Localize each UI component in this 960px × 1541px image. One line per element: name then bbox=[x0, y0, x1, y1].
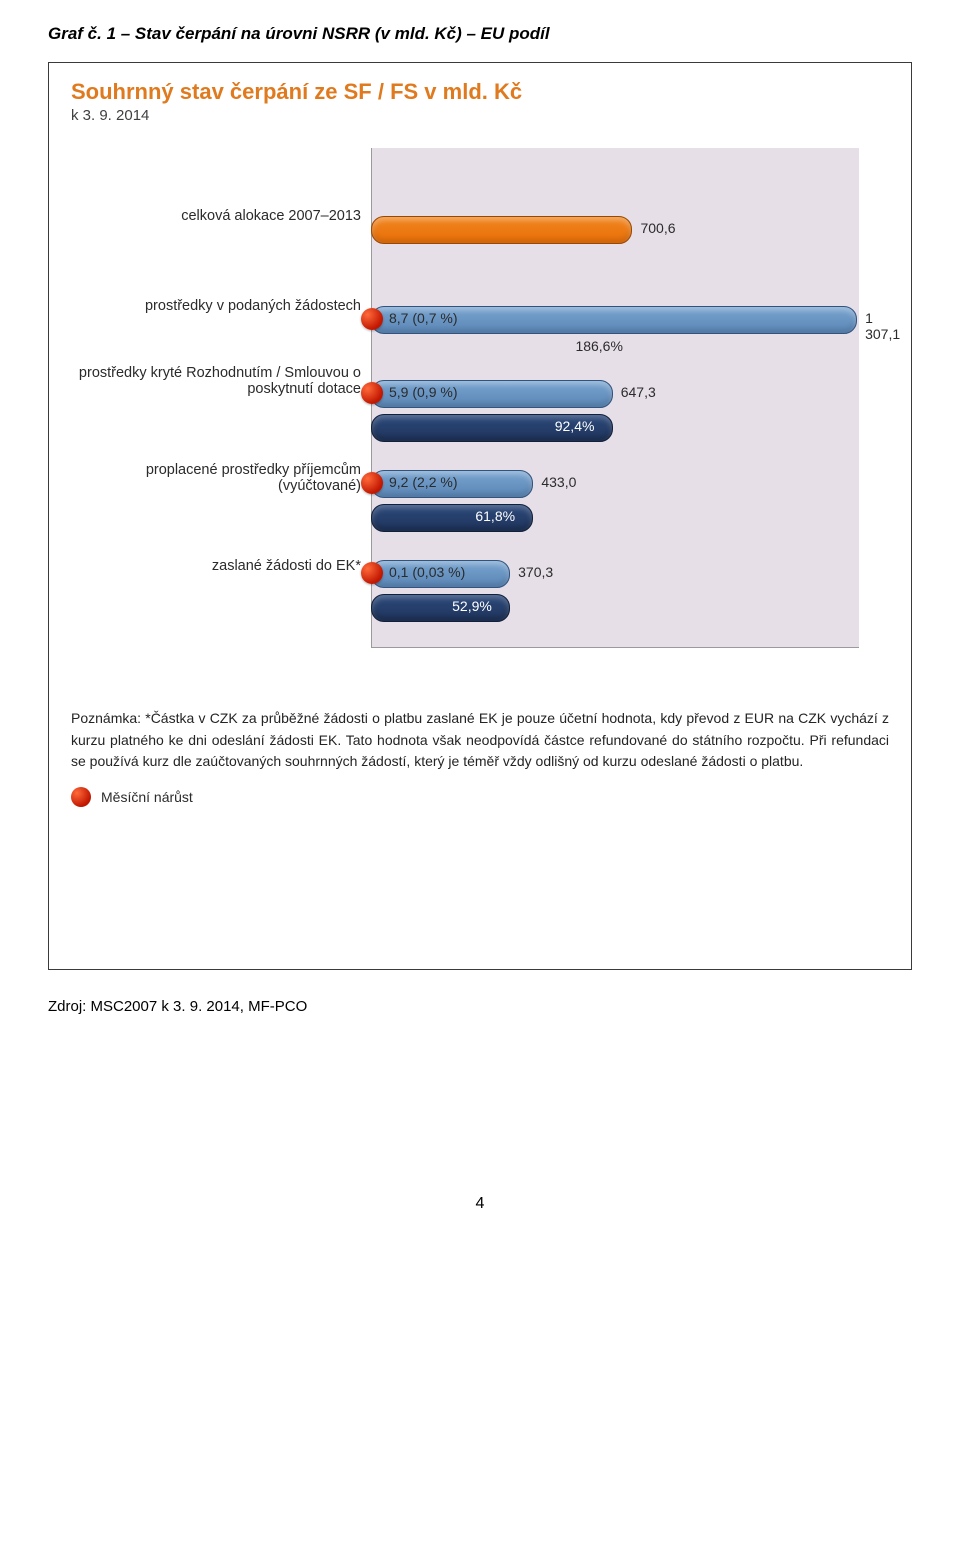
bar-value: 433,0 bbox=[541, 474, 576, 490]
source-line: Zdroj: MSC2007 k 3. 9. 2014, MF-PCO bbox=[48, 998, 912, 1015]
bar-value: 1 307,1 bbox=[865, 310, 900, 342]
percent-annotation: 186,6% bbox=[575, 338, 622, 354]
row-label: proplacené prostředky příjemcům (vyúčtov… bbox=[71, 462, 361, 494]
delta-dot-icon bbox=[361, 562, 383, 584]
chart-date: k 3. 9. 2014 bbox=[71, 107, 889, 124]
row-label: zaslané žádosti do EK* bbox=[71, 558, 361, 574]
allocation-bar bbox=[371, 216, 632, 244]
plot-area: 700,61 307,18,7 (0,7 %)186,6%647,35,9 (0… bbox=[371, 148, 859, 648]
footnote: Poznámka: *Částka v CZK za průběžné žádo… bbox=[71, 708, 889, 773]
chart-subtitle: Souhrnný stav čerpání ze SF / FS v mld. … bbox=[71, 79, 889, 105]
delta-dot-icon bbox=[361, 382, 383, 404]
delta-label: 5,9 (0,9 %) bbox=[389, 384, 457, 400]
chart-area: celková alokace 2007–2013 prostředky v po… bbox=[71, 148, 889, 648]
pct-label: 52,9% bbox=[452, 598, 492, 614]
row-label: prostředky kryté Rozhodnutím / Smlouvou … bbox=[71, 365, 361, 397]
bar-value: 370,3 bbox=[518, 564, 553, 580]
bar-value: 647,3 bbox=[621, 384, 656, 400]
delta-dot-icon bbox=[361, 308, 383, 330]
delta-label: 8,7 (0,7 %) bbox=[389, 310, 457, 326]
chart-title: Graf č. 1 – Stav čerpání na úrovni NSRR … bbox=[48, 24, 912, 44]
pct-label: 61,8% bbox=[475, 508, 515, 524]
legend-dot-icon bbox=[71, 787, 91, 807]
row-label: celková alokace 2007–2013 bbox=[71, 208, 361, 224]
bar-value: 700,6 bbox=[640, 220, 675, 236]
pct-label: 92,4% bbox=[555, 418, 595, 434]
page-number: 4 bbox=[48, 1195, 912, 1213]
delta-label: 0,1 (0,03 %) bbox=[389, 564, 465, 580]
chart-card: Souhrnný stav čerpání ze SF / FS v mld. … bbox=[48, 62, 912, 970]
delta-label: 9,2 (2,2 %) bbox=[389, 474, 457, 490]
legend-label: Měsíční nárůst bbox=[101, 789, 193, 805]
row-label: prostředky v podaných žádostech bbox=[71, 298, 361, 314]
delta-dot-icon bbox=[361, 472, 383, 494]
legend: Měsíční nárůst bbox=[71, 787, 889, 807]
